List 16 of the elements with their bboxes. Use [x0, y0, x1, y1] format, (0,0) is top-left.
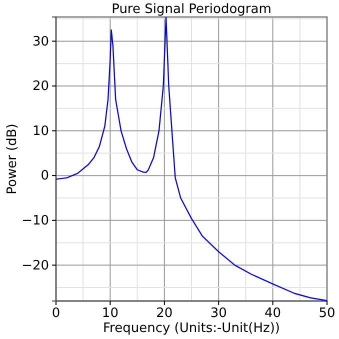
- y-tick-label: 30: [32, 34, 49, 50]
- y-tick-label: −10: [22, 214, 49, 229]
- y-tick-label: 20: [32, 79, 49, 94]
- chart-title: Pure Signal Periodogram: [112, 2, 272, 17]
- x-axis-title: Frequency (Units:-Unit(Hz)): [103, 321, 280, 336]
- line-series: [55, 16, 328, 302]
- x-tick-label: 0: [52, 306, 60, 322]
- x-tick-label: 50: [318, 306, 336, 322]
- y-axis-title: Power (dB): [5, 124, 20, 194]
- x-tick-label: 20: [156, 306, 173, 322]
- y-tick-label: 10: [32, 124, 49, 139]
- x-tick-label: 30: [210, 306, 227, 322]
- y-tick-label: −20: [22, 258, 49, 274]
- y-tick-label: 0: [40, 168, 49, 184]
- x-tick-label: 10: [102, 306, 118, 322]
- x-tick-label: 40: [264, 306, 282, 322]
